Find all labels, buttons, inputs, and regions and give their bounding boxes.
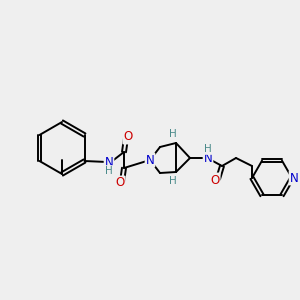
Text: H: H: [204, 144, 212, 154]
Text: O: O: [123, 130, 133, 143]
Text: N: N: [204, 152, 212, 164]
Text: N: N: [290, 172, 298, 184]
Text: H: H: [169, 176, 177, 186]
Text: O: O: [116, 176, 124, 190]
Text: H: H: [105, 166, 113, 176]
Text: N: N: [105, 155, 113, 169]
Text: N: N: [146, 154, 154, 166]
Text: H: H: [169, 129, 177, 139]
Text: O: O: [210, 173, 220, 187]
